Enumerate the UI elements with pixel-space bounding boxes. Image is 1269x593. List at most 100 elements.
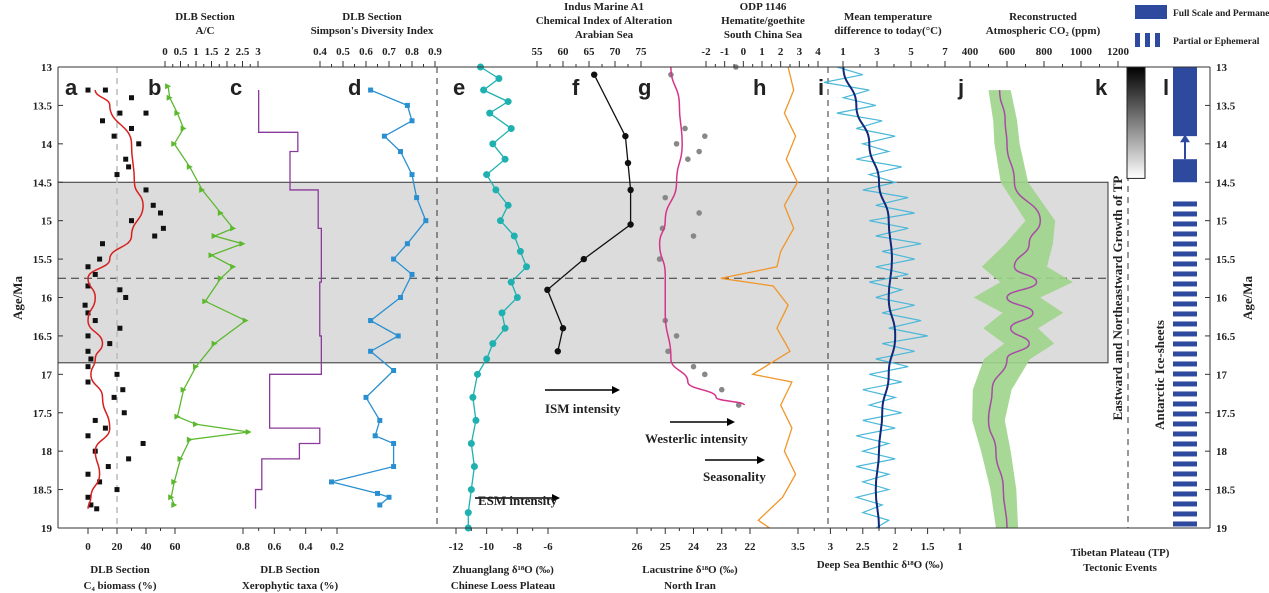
ice-partial-stripe-22: [1173, 421, 1197, 427]
g-axis-title: Lacustrine δ¹⁸O (‰): [642, 564, 738, 576]
c4-point-2: [129, 95, 134, 101]
legend-full-swatch: [1135, 5, 1167, 19]
f-axis-tick-label: 75: [636, 46, 648, 58]
zhuanglang-point-26: [467, 486, 475, 494]
ice-partial-stripe-18: [1173, 381, 1197, 387]
cia-point-2: [624, 159, 632, 167]
c4-point-14: [158, 210, 163, 216]
c4-point-45: [105, 464, 111, 470]
zhuanglang-point-21: [473, 370, 481, 378]
lacustrine-point-14: [665, 348, 671, 355]
ice-partial-stripe-27: [1173, 471, 1197, 477]
tp-title-line2: Tectonic Events: [1083, 562, 1158, 574]
c4-point-0: [85, 87, 91, 93]
zhuanglang-point-3: [504, 98, 512, 106]
lacustrine-point-2: [682, 125, 688, 132]
c4-point-28: [117, 325, 123, 331]
c-axis-title: Xerophytic taxa (%): [242, 580, 339, 592]
f-axis-title: Arabian Sea: [575, 29, 634, 41]
c4-point-7: [111, 133, 117, 139]
ac-point-13: [217, 275, 224, 282]
zhuanglang-point-12: [510, 232, 518, 240]
c4-point-27: [92, 318, 98, 324]
c4-point-30: [107, 341, 113, 347]
antarctic-ice-label: Antarctic Ice-sheets: [1152, 320, 1167, 430]
ac-point-6: [199, 186, 206, 193]
c4-point-37: [111, 394, 117, 400]
panel-letter-i: i: [818, 75, 824, 100]
panel-letter-f: f: [572, 75, 580, 100]
zhuanglang-point-25: [470, 463, 478, 471]
c4-point-41: [85, 433, 91, 439]
c4-point-32: [88, 356, 94, 362]
y-tick-label-right: 15: [1216, 216, 1228, 228]
c4-point-25: [82, 302, 88, 308]
tp-growth-label: Eastward and Northeastward Growth of TP: [1110, 176, 1125, 421]
e-axis-tick-label: -10: [479, 541, 494, 553]
y-tick-label-right: 13: [1216, 62, 1228, 74]
b-axis-tick-label: 2.5: [236, 46, 250, 58]
c4-point-23: [117, 287, 123, 293]
simpson-point-4: [398, 149, 403, 155]
c4-point-33: [85, 364, 91, 370]
ice-partial-stripe-1: [1173, 211, 1197, 217]
b-axis-tick-label: 0: [162, 46, 168, 58]
lacustrine-point-3: [702, 133, 708, 139]
y-tick-label-left: 14.5: [33, 177, 53, 189]
simpson-point-10: [409, 271, 415, 277]
zhuanglang-point-9: [492, 186, 500, 194]
y-tick-label-right: 18: [1216, 446, 1228, 458]
ice-partial-stripe-15: [1173, 351, 1197, 357]
simpson-point-17: [377, 417, 383, 423]
y-tick-label-left: 13.5: [33, 100, 53, 112]
f-axis-tick-label: 60: [558, 46, 570, 58]
zhuanglang-point-20: [483, 355, 491, 363]
c4-point-12: [143, 187, 149, 193]
panel-letter-e: e: [453, 75, 465, 100]
g-axis-tick-label: 24: [688, 541, 700, 553]
zhuanglang-point-18: [501, 324, 509, 332]
d-axis-title: DLB Section: [342, 11, 402, 23]
cia-point-3: [627, 186, 634, 194]
i-axis-title: Mean temperature: [844, 11, 932, 23]
ice-partial-stripe-7: [1173, 271, 1197, 277]
y-tick-label-left: 15: [41, 216, 53, 228]
i-axis-tick-label: 3: [874, 46, 880, 58]
d-axis-tick-label: 0.4: [313, 46, 327, 58]
ice-partial-stripe-17: [1173, 371, 1197, 377]
g-axis-title: North Iran: [664, 580, 716, 592]
ac-point-20: [193, 421, 199, 428]
y-tick-label-right: 17.5: [1216, 408, 1236, 420]
i-bottom-axis-title: Deep Sea Benthic δ¹⁸O (‰): [817, 559, 944, 571]
zhuanglang-point-17: [498, 309, 506, 317]
arrowhead-icon: [757, 456, 765, 464]
lacustrine-point-11: [656, 256, 663, 262]
ac-point-0: [165, 83, 172, 90]
ice-partial-stripe-10: [1173, 301, 1197, 307]
ice-partial-stripe-0: [1173, 201, 1197, 207]
cia-point-8: [554, 348, 561, 355]
c4-point-29: [85, 333, 91, 339]
j-axis-tick-label: 800: [1036, 46, 1053, 58]
b-axis-tick-label: 1: [193, 46, 199, 58]
simpson-point-2: [409, 118, 415, 124]
ice-partial-stripe-4: [1173, 241, 1197, 247]
c-axis-tick-label: 0.4: [299, 541, 313, 553]
cia-point-6: [544, 286, 551, 294]
ice-partial-stripe-20: [1173, 401, 1197, 407]
ice-partial-stripe-3: [1173, 231, 1197, 237]
g-axis-tick-label: 26: [632, 541, 644, 553]
simpson-point-15: [391, 367, 397, 373]
simpson-point-14: [368, 348, 374, 354]
ice-full-bar-1: [1173, 159, 1197, 183]
zhuanglang-point-7: [501, 155, 509, 163]
zhuanglang-point-6: [489, 140, 497, 148]
annotation-westerlic: Westerlic intensity: [645, 431, 748, 446]
zhuanglang-point-8: [483, 171, 491, 179]
zhuanglang-point-5: [507, 124, 515, 132]
h-axis-title: South China Sea: [724, 29, 803, 41]
panel-letter-b: b: [148, 75, 161, 100]
ice-partial-stripe-25: [1173, 451, 1197, 457]
c4-point-31: [85, 348, 91, 354]
